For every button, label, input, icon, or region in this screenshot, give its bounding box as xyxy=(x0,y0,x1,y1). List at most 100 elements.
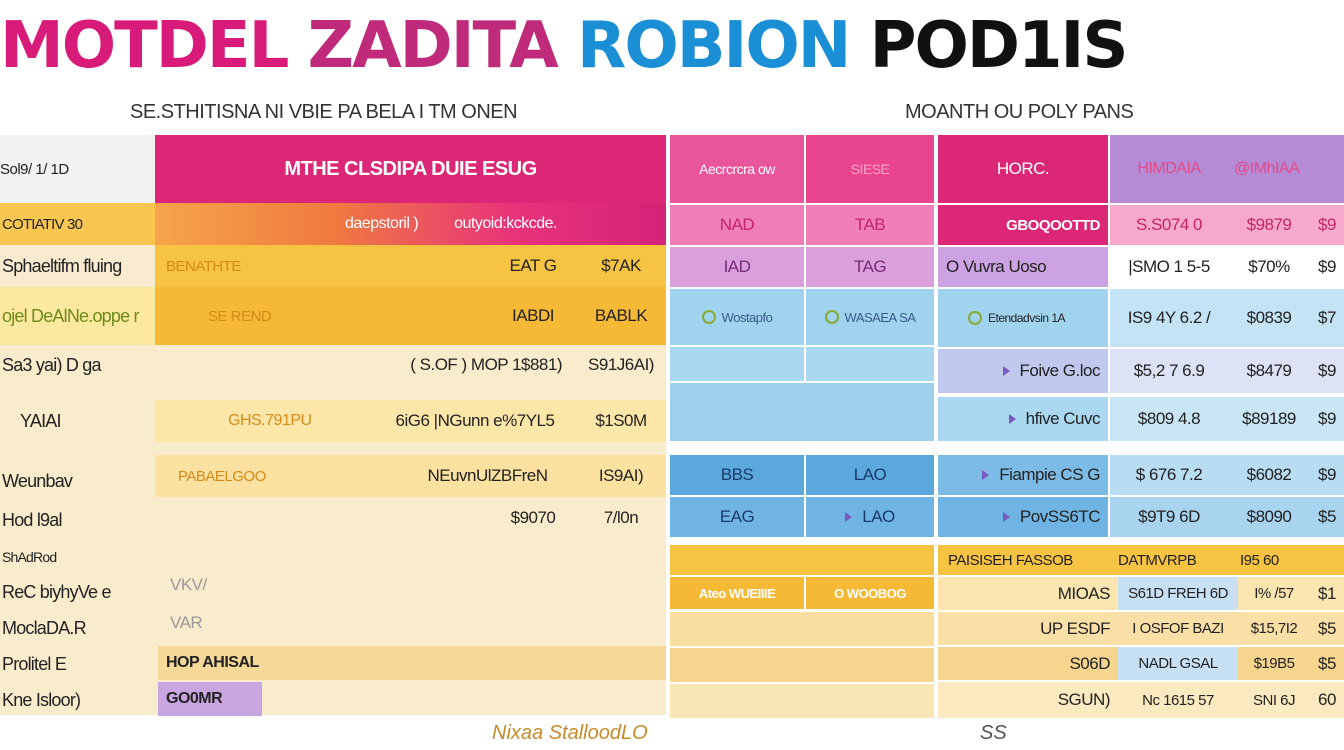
cell-value: 7/l0n xyxy=(603,508,639,527)
sub-cell: S61D FREH 6D xyxy=(1118,577,1238,610)
cell-value: BABLK xyxy=(594,306,648,325)
mid-cell: IAD xyxy=(670,247,804,287)
mid-cell: LAO xyxy=(806,497,934,537)
row-label: Weunbav xyxy=(2,470,73,491)
title-part-1: MOTDEL xyxy=(0,9,289,83)
status-dot-icon xyxy=(968,311,982,325)
mid-cell: Wostapfo xyxy=(670,289,804,345)
summary-label: PAISISEH FASSOB xyxy=(948,551,1073,569)
cell-value: VKV/ xyxy=(170,575,207,594)
right-cell: $9 xyxy=(1310,455,1344,495)
cell-value: NEuvnUlZBFreN xyxy=(427,466,548,485)
cell-value: EAT G xyxy=(509,256,557,275)
right-cell: $5 xyxy=(1310,497,1344,537)
cell-value: $1S0M xyxy=(595,411,647,430)
sub-cell: $5 xyxy=(1310,612,1344,645)
cell-value: ( S.OF ) MOP 1$881) xyxy=(410,355,562,374)
right-row-label: O Vuvra Uoso xyxy=(938,247,1108,287)
mid-cell: TAB xyxy=(806,205,934,245)
pointer-icon xyxy=(1002,366,1010,376)
mid-tag-b: O WOOBOG xyxy=(806,577,934,609)
left-table-header: MTHE CLSDIPA DUIE ESUG xyxy=(155,135,666,203)
right-cell: IS9 4Y 6.2 / xyxy=(1110,289,1228,347)
pointer-icon xyxy=(982,470,990,480)
row-label: Kne Isloor) xyxy=(2,689,81,710)
sub-row-label: S06D xyxy=(938,647,1118,680)
sub-cell: $5 xyxy=(1310,647,1344,680)
cell-value: IABDI xyxy=(512,306,554,325)
row-label: Sa3 yai) D ga xyxy=(2,354,101,375)
mid-cell: LAO xyxy=(806,455,934,495)
row-label: ReC biyhyVe e xyxy=(2,581,111,602)
cell-value: VAR xyxy=(170,613,203,632)
right-header-c: @IMhIAA xyxy=(1234,160,1300,177)
right-cell: $6082 xyxy=(1228,455,1310,495)
right-cell: $89189 xyxy=(1228,397,1310,441)
pointer-icon xyxy=(1008,414,1016,424)
right-cell: $9879 xyxy=(1228,205,1310,245)
summary-value-b: DATMVRPB xyxy=(1118,551,1197,569)
right-row-label: hfive Cuvc xyxy=(938,397,1108,441)
right-header-label: HORC. xyxy=(938,135,1108,203)
right-cell: $9 xyxy=(1310,397,1344,441)
page-title: MOTDEL ZADITA ROBION POD1IS xyxy=(0,6,1129,86)
cell-value: GHS.791PU xyxy=(228,412,312,429)
mid-header-a: Aecrcrcra ow xyxy=(670,135,804,203)
cell-value: 6iG6 |NGunn e%7YL5 xyxy=(395,411,555,430)
right-row-label: Etendadvsin 1A xyxy=(938,289,1108,347)
right-cell: $9 xyxy=(1310,205,1344,245)
right-row-label: Foive G.loc xyxy=(938,349,1108,393)
title-part-2: ZADITA xyxy=(287,9,559,83)
sub-cell: 60 xyxy=(1310,682,1344,718)
left-subheader-b: outyoid:kckcde. xyxy=(454,215,557,232)
row-label: YAIAI xyxy=(20,410,61,431)
bottom-stamp-right: SS xyxy=(980,722,1007,744)
bottom-stamp-left: Nixaa StalloodLO xyxy=(492,722,648,744)
sub-row-label: SGUN) xyxy=(938,682,1118,718)
right-cell: |SMO 1 5-5 xyxy=(1110,247,1228,287)
sub-cell: I OSFOF BAZI xyxy=(1118,612,1238,645)
right-row-label: GBOQOOTTD xyxy=(938,205,1108,245)
right-cell: $9 xyxy=(1310,247,1344,287)
right-cell: $70% xyxy=(1228,247,1310,287)
mid-header-b: SIESE xyxy=(806,135,934,203)
status-dot-icon xyxy=(824,310,839,324)
sub-cell: $19B5 xyxy=(1238,647,1310,680)
mid-tag-a: Ateo WUEIIIE xyxy=(670,577,804,609)
sub-cell: SNI 6J xyxy=(1238,682,1310,718)
footer-label: HOP AHISAL xyxy=(158,646,666,680)
left-table-corner: Sol9/ 1/ 1D xyxy=(0,135,155,203)
mid-cell: BBS xyxy=(670,455,804,495)
mid-cell: WASAEA SA xyxy=(806,289,934,345)
sub-row-label: MIOAS xyxy=(938,577,1118,610)
row-label: Prolitel E xyxy=(2,653,67,674)
title-part-4: POD1IS xyxy=(849,9,1129,83)
right-row-label: PovSS6TC xyxy=(938,497,1108,537)
sub-cell: NADL GSAL xyxy=(1118,647,1238,680)
cell-value: SE REND xyxy=(208,307,272,325)
sub-cell: Nc 1615 57 xyxy=(1118,682,1238,718)
sub-cell: $1 xyxy=(1310,577,1344,610)
sub-cell: $15,7I2 xyxy=(1238,612,1310,645)
status-dot-icon xyxy=(701,310,716,324)
cell-value: $9070 xyxy=(510,508,556,527)
sub-row-label: UP ESDF xyxy=(938,612,1118,645)
right-cell: $ 676 7.2 xyxy=(1110,455,1228,495)
right-cell: $8479 xyxy=(1228,349,1310,393)
pointer-icon xyxy=(845,512,853,522)
mid-cell: NAD xyxy=(670,205,804,245)
right-cell: $7 xyxy=(1310,289,1344,347)
cell-value: PABAELGOO xyxy=(178,467,266,485)
title-part-3: ROBION xyxy=(556,9,851,83)
right-cell: $9 xyxy=(1310,349,1344,393)
row-label: Sphaeltifm fluing xyxy=(2,255,122,276)
pointer-icon xyxy=(1002,512,1010,522)
left-subtitle: SE.STHITISNA NI VBIE PA BELA I TM ONEN xyxy=(130,101,518,123)
mid-cell: EAG xyxy=(670,497,804,537)
row-label: Hod l9al xyxy=(2,509,62,530)
row-label: ShAdRod xyxy=(2,549,57,565)
footer-badge: GO0MR xyxy=(158,682,262,716)
left-subheader-bar: daepstoril ) outyoid:kckcde. xyxy=(155,203,666,245)
cell-value: $7AK xyxy=(601,256,641,275)
right-subtitle: MOANTH OU POLY PANS xyxy=(905,101,1134,123)
